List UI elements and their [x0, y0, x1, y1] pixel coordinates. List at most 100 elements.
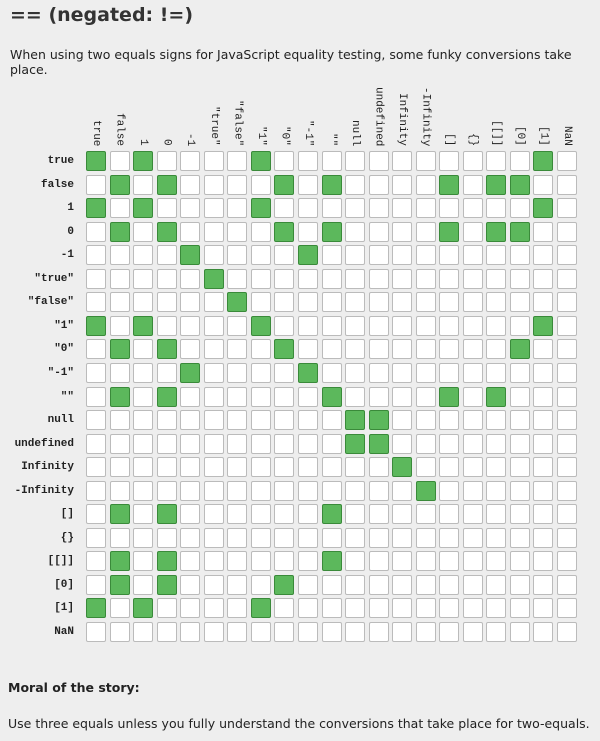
cell-not-equal — [250, 433, 271, 454]
cell-not-equal — [557, 574, 577, 595]
cell-not-equal — [203, 245, 224, 266]
cell-not-equal — [557, 245, 577, 266]
cell-not-equal — [227, 457, 248, 478]
cell-equal — [156, 574, 177, 595]
cell-not-equal — [156, 245, 177, 266]
cell-not-equal — [109, 410, 130, 431]
cell-not-equal — [368, 362, 389, 383]
cell-not-equal — [109, 315, 130, 336]
cell-equal — [321, 551, 342, 572]
cell-equal — [156, 551, 177, 572]
cell-not-equal — [392, 362, 413, 383]
cell-not-equal — [557, 457, 577, 478]
column-header: [] — [443, 133, 456, 147]
cell-not-equal — [368, 315, 389, 336]
cell-equal — [109, 339, 130, 360]
cell-not-equal — [345, 339, 366, 360]
cell-equal — [250, 198, 271, 219]
cell-not-equal — [439, 151, 460, 171]
cell-not-equal — [368, 457, 389, 478]
cell-not-equal — [203, 292, 224, 313]
cell-not-equal — [321, 268, 342, 289]
cell-not-equal — [86, 457, 106, 478]
cell-not-equal — [486, 598, 507, 619]
cell-equal — [156, 221, 177, 242]
cell-not-equal — [368, 339, 389, 360]
cell-not-equal — [462, 268, 483, 289]
cell-not-equal — [321, 198, 342, 219]
cell-not-equal — [392, 480, 413, 501]
cell-not-equal — [133, 386, 154, 407]
cell-not-equal — [392, 292, 413, 313]
column-header: "true" — [207, 106, 220, 146]
row-header: -Infinity — [14, 484, 74, 497]
cell-not-equal — [557, 598, 577, 619]
cell-not-equal — [345, 198, 366, 219]
cell-not-equal — [392, 504, 413, 525]
cell-not-equal — [392, 551, 413, 572]
cell-not-equal — [250, 622, 271, 642]
cell-not-equal — [203, 504, 224, 525]
cell-not-equal — [227, 245, 248, 266]
cell-not-equal — [439, 245, 460, 266]
cell-not-equal — [180, 339, 201, 360]
cell-equal — [180, 362, 201, 383]
row-header: "" — [60, 390, 74, 403]
cell-not-equal — [392, 339, 413, 360]
cell-not-equal — [345, 598, 366, 619]
page-title: == (negated: !=) — [10, 4, 194, 26]
cell-not-equal — [509, 598, 530, 619]
cell-not-equal — [462, 339, 483, 360]
row-header: true — [47, 155, 74, 167]
cell-not-equal — [133, 551, 154, 572]
cell-not-equal — [133, 410, 154, 431]
cell-not-equal — [509, 292, 530, 313]
column-header: "1" — [254, 126, 267, 146]
cell-not-equal — [86, 292, 106, 313]
cell-not-equal — [533, 622, 554, 642]
cell-not-equal — [557, 527, 577, 548]
row-header: 1 — [67, 202, 74, 215]
cell-not-equal — [297, 622, 318, 642]
cell-equal — [439, 221, 460, 242]
cell-not-equal — [86, 622, 106, 642]
cell-not-equal — [297, 174, 318, 195]
cell-not-equal — [274, 245, 295, 266]
cell-not-equal — [486, 504, 507, 525]
cell-not-equal — [368, 574, 389, 595]
cell-not-equal — [180, 198, 201, 219]
cell-equal — [392, 457, 413, 478]
cell-not-equal — [345, 174, 366, 195]
cell-equal — [533, 315, 554, 336]
cell-not-equal — [509, 574, 530, 595]
cell-not-equal — [557, 315, 577, 336]
cell-not-equal — [345, 268, 366, 289]
cell-not-equal — [203, 598, 224, 619]
cell-not-equal — [345, 622, 366, 642]
row-header: "-1" — [47, 366, 74, 379]
cell-equal — [274, 339, 295, 360]
cell-not-equal — [109, 433, 130, 454]
cell-not-equal — [297, 198, 318, 219]
cell-not-equal — [203, 622, 224, 642]
cell-not-equal — [415, 315, 436, 336]
cell-not-equal — [462, 551, 483, 572]
row-header: "true" — [34, 272, 74, 285]
cell-not-equal — [415, 174, 436, 195]
cell-not-equal — [439, 315, 460, 336]
cell-not-equal — [133, 480, 154, 501]
column-header: 1 — [137, 139, 150, 146]
cell-not-equal — [86, 339, 106, 360]
cell-not-equal — [345, 504, 366, 525]
cell-not-equal — [415, 457, 436, 478]
cell-not-equal — [321, 245, 342, 266]
cell-not-equal — [297, 386, 318, 407]
cell-not-equal — [462, 622, 483, 642]
cell-not-equal — [557, 268, 577, 289]
cell-not-equal — [392, 527, 413, 548]
cell-equal — [250, 598, 271, 619]
cell-not-equal — [392, 198, 413, 219]
cell-equal — [439, 174, 460, 195]
cell-not-equal — [533, 504, 554, 525]
cell-not-equal — [509, 480, 530, 501]
